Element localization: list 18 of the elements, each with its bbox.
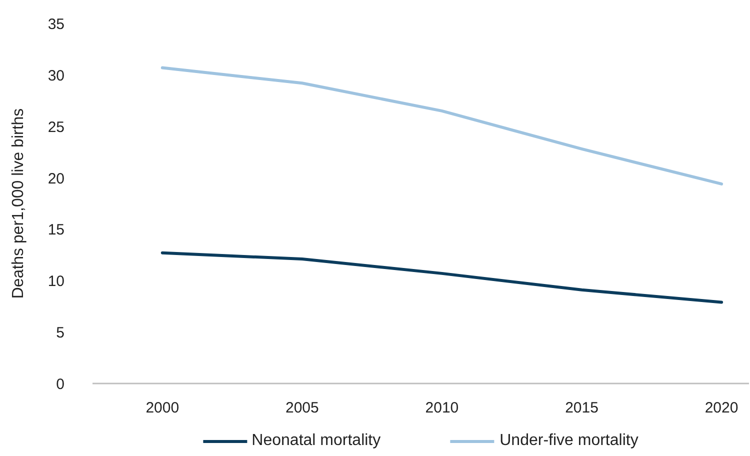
legend-label: Neonatal mortality	[252, 432, 381, 450]
x-tick-label: 2020	[704, 400, 738, 416]
y-tick-label: 25	[48, 118, 65, 136]
legend-label: Under-five mortality	[500, 432, 638, 450]
y-tick-label: 5	[56, 324, 64, 342]
y-tick-label: 0	[56, 376, 64, 393]
line-series	[160, 251, 724, 304]
x-tick-label: 2010	[425, 400, 459, 416]
y-tick-label: 35	[48, 16, 65, 33]
line-series	[160, 66, 724, 186]
x-tick-label: 2005	[285, 400, 319, 416]
x-tick-label: 2000	[146, 400, 180, 416]
y-tick-label: 10	[48, 273, 65, 290]
y-tick-label: 15	[48, 222, 65, 239]
y-axis-title: Deaths per1,000 live births	[10, 108, 27, 299]
y-tick-label: 30	[48, 67, 65, 84]
x-tick-label: 2015	[565, 400, 598, 416]
y-tick-label: 20	[48, 170, 65, 188]
